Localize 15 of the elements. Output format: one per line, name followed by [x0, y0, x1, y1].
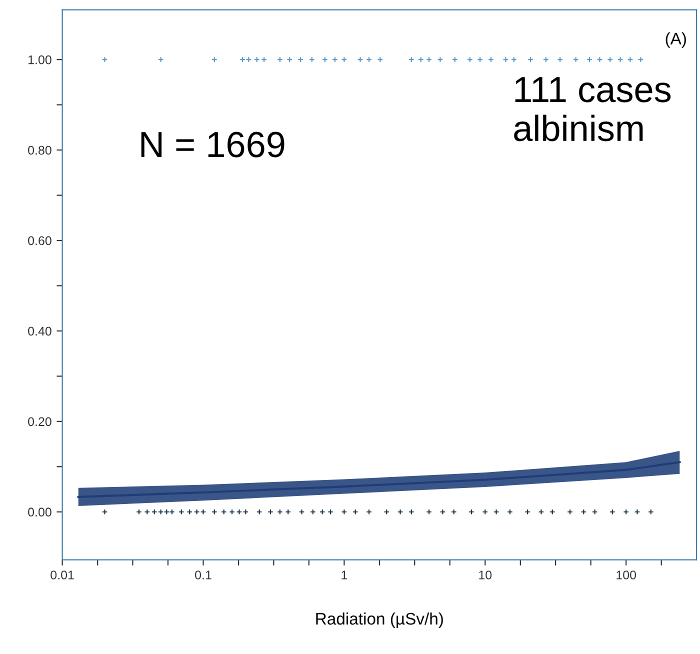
- x-tick-label: 1: [342, 570, 348, 580]
- annotation: N = 1669: [141, 132, 284, 158]
- x-tick-label: 0.01: [50, 570, 74, 580]
- y-tick-label: 0.60: [28, 236, 52, 246]
- y-tick-label: 0.40: [28, 326, 52, 336]
- x-axis-title: Radiation (µSv/h): [316, 612, 443, 628]
- y-tick-label: 0.80: [28, 146, 52, 155]
- x-tick-label: 10: [479, 570, 492, 580]
- annotation: 111 cases albinism: [514, 77, 671, 142]
- annotation: (A): [666, 32, 686, 48]
- x-tick-label: 0.1: [195, 570, 212, 580]
- y-tick-label: 0.00: [28, 508, 52, 517]
- y-tick-label: 1.00: [28, 55, 52, 64]
- y-tick-label: 0.20: [28, 417, 52, 426]
- x-tick-label: 100: [616, 570, 636, 580]
